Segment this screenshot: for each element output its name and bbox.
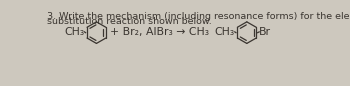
Text: 3. Write the mechanism (including resonance forms) for the electrophilic aromati: 3. Write the mechanism (including resona… — [47, 12, 350, 21]
Text: + Br₂, AlBr₃ → CH₃: + Br₂, AlBr₃ → CH₃ — [110, 27, 209, 37]
Text: CH₃: CH₃ — [214, 27, 234, 37]
Text: substitution reaction shown below.: substitution reaction shown below. — [47, 17, 212, 26]
Text: CH₃: CH₃ — [64, 27, 84, 37]
Text: Br: Br — [259, 27, 271, 37]
